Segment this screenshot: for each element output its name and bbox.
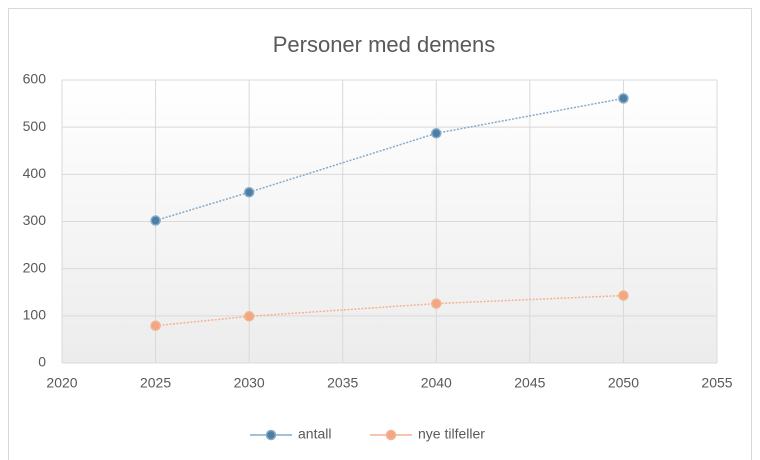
data-point xyxy=(150,320,161,331)
x-tick-label: 2050 xyxy=(608,375,639,391)
chart-title: Personer med demens xyxy=(273,32,496,57)
y-tick-label: 0 xyxy=(38,354,46,370)
y-tick-label: 500 xyxy=(23,118,47,134)
data-point xyxy=(150,215,161,226)
x-tick-label: 2045 xyxy=(514,375,545,391)
series-line xyxy=(155,97,624,222)
series-line xyxy=(155,294,624,327)
data-point xyxy=(243,311,255,322)
x-tick-label: 2020 xyxy=(46,375,77,391)
x-tick-label: 2030 xyxy=(234,375,265,391)
data-point xyxy=(243,187,255,198)
legend-marker xyxy=(385,429,397,441)
x-tick-label: 2025 xyxy=(140,375,171,391)
data-point xyxy=(431,298,442,309)
data-point xyxy=(618,290,629,301)
x-tick-label: 2055 xyxy=(701,375,732,391)
y-tick-label: 100 xyxy=(23,307,47,323)
x-tick-label: 2035 xyxy=(327,375,358,391)
y-tick-label: 200 xyxy=(23,259,47,275)
data-point xyxy=(618,93,629,104)
legend-marker xyxy=(265,429,277,441)
data-point xyxy=(431,128,442,139)
y-tick-label: 400 xyxy=(23,165,47,181)
legend-label: nye tilfeller xyxy=(418,426,485,442)
legend-label: antall xyxy=(298,426,331,442)
x-tick-label: 2040 xyxy=(421,375,452,391)
y-tick-label: 300 xyxy=(23,212,47,228)
y-tick-label: 600 xyxy=(23,71,47,87)
